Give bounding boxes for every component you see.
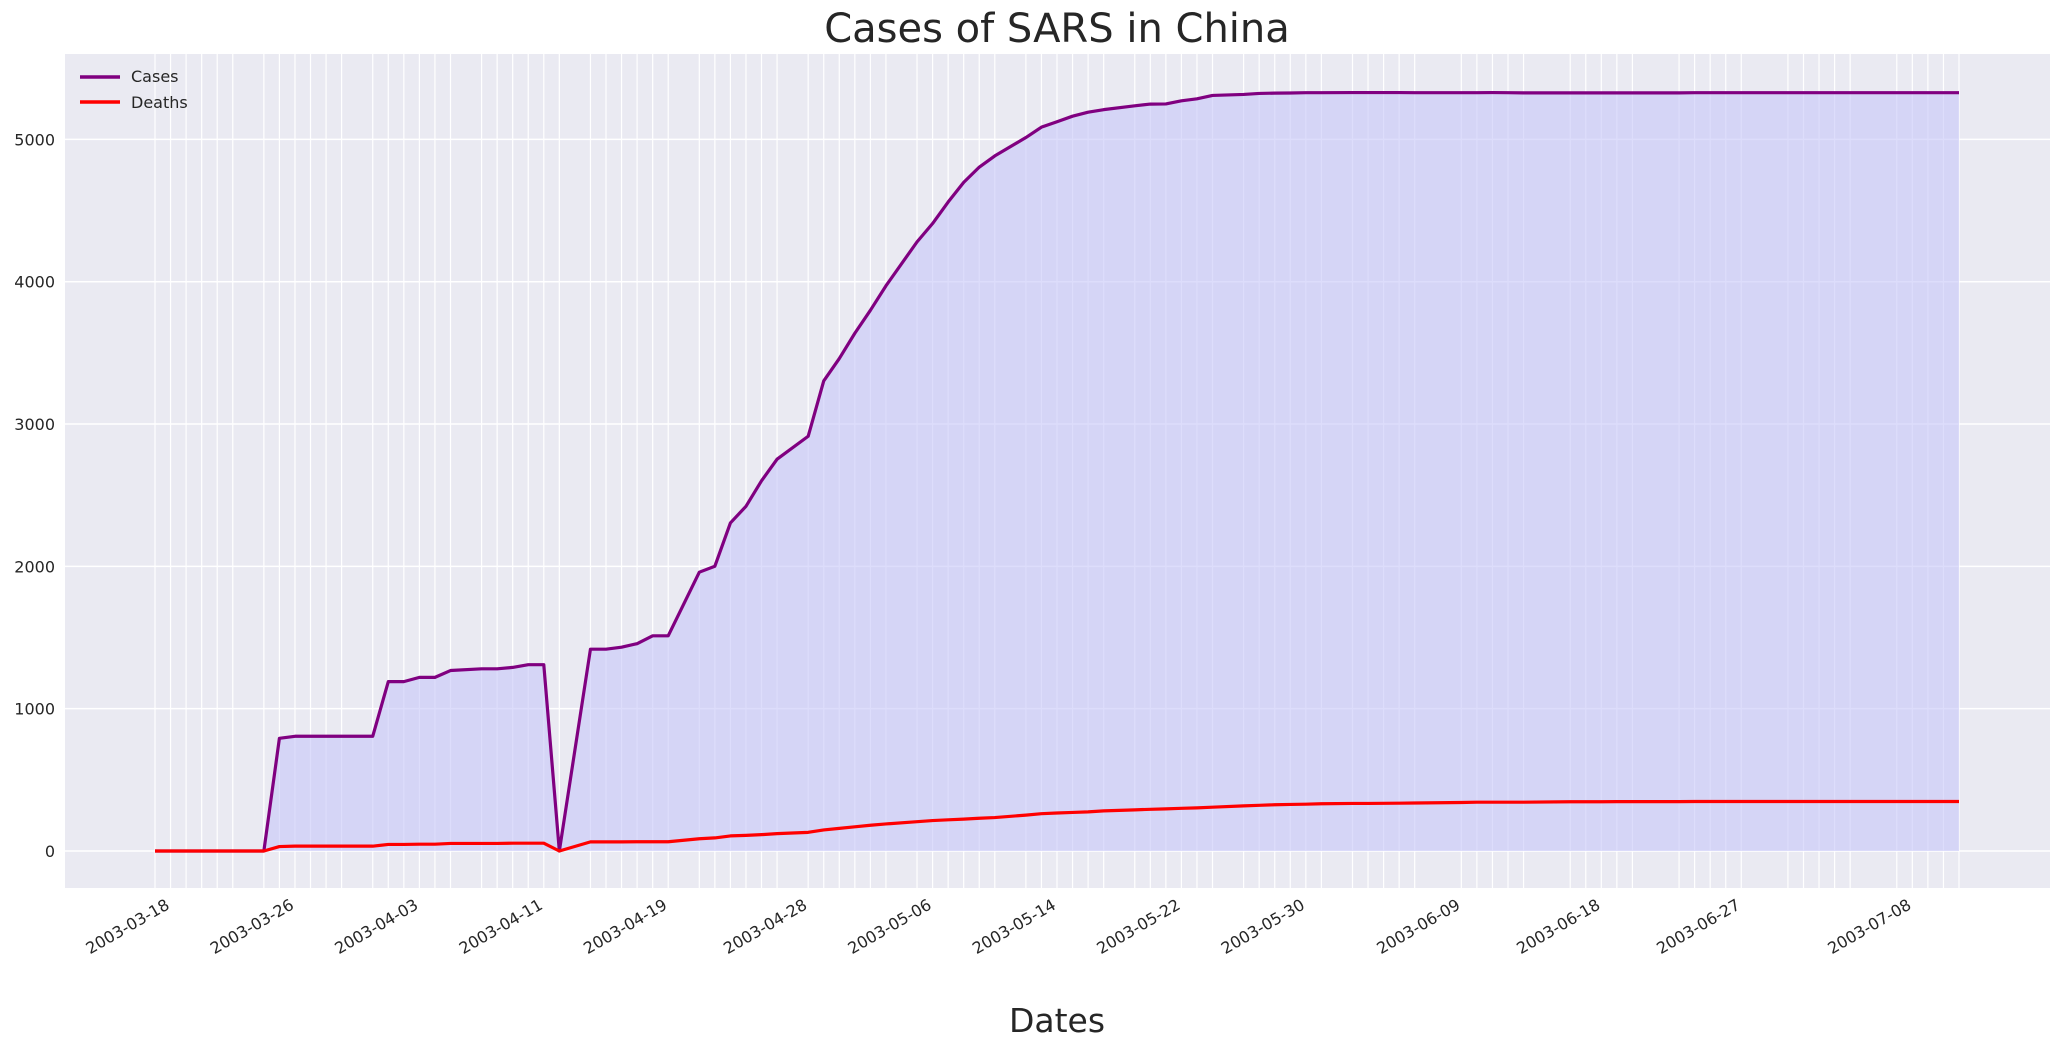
y-tick-label: 3000 (14, 415, 55, 434)
y-axis-ticks: 0 1000 2000 3000 4000 5000 (14, 130, 55, 861)
y-tick-label: 4000 (14, 273, 55, 292)
x-tick-label: 2003-05-14 (969, 895, 1059, 958)
series-line-deaths (155, 799, 1959, 853)
legend-label-deaths: Deaths (131, 93, 188, 112)
y-tick-label: 1000 (14, 700, 55, 719)
x-tick-label: 2003-07-08 (1824, 895, 1914, 958)
x-tick-label: 2003-06-18 (1513, 895, 1603, 958)
y-tick-label: 2000 (14, 557, 55, 576)
legend-label-cases: Cases (131, 67, 179, 86)
x-axis-ticks: 2003-03-18 2003-03-26 2003-04-03 2003-04-11… (83, 895, 1915, 958)
y-tick-label: 5000 (14, 130, 55, 149)
legend: Cases Deaths (80, 67, 188, 112)
x-tick-label: 2003-03-18 (83, 895, 173, 958)
chart-title: Cases of SARS in China (824, 6, 1290, 52)
y-tick-label: 0 (45, 842, 55, 861)
x-tick-label: 2003-04-03 (331, 895, 421, 958)
cases-area-fill (155, 92, 1959, 851)
x-tick-label: 2003-03-26 (207, 895, 297, 958)
area-cases (155, 92, 1959, 851)
series-lines (155, 90, 1959, 853)
series-line-cases (155, 90, 1959, 853)
x-tick-label: 2003-04-19 (580, 895, 670, 958)
x-tick-label: 2003-05-22 (1093, 895, 1183, 958)
x-axis-label: Dates (1009, 1001, 1105, 1040)
x-tick-label: 2003-06-09 (1373, 895, 1463, 958)
x-tick-label: 2003-04-28 (720, 895, 810, 958)
x-tick-label: 2003-04-11 (456, 895, 546, 958)
x-tick-label: 2003-06-27 (1653, 895, 1743, 958)
x-tick-label: 2003-05-06 (845, 895, 935, 958)
x-tick-label: 2003-05-30 (1218, 895, 1308, 958)
